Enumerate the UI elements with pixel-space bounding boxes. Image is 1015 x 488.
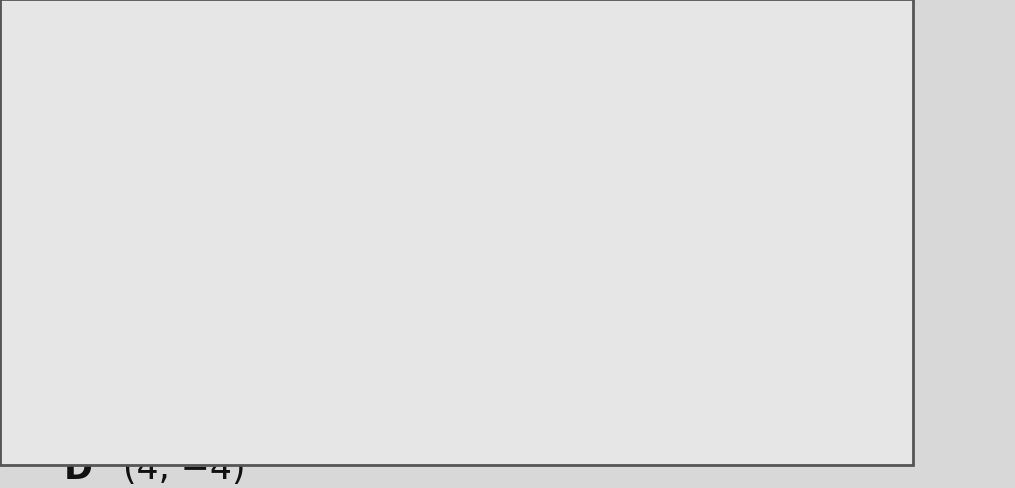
Text: C: C bbox=[64, 391, 89, 425]
Text: (−4, 4): (−4, 4) bbox=[123, 335, 246, 369]
Text: A: A bbox=[64, 275, 90, 308]
Text: D: D bbox=[64, 451, 93, 485]
Text: (0, −6): (0, −6) bbox=[123, 275, 246, 308]
Text: (4, −4): (4, −4) bbox=[123, 451, 246, 485]
Text: 3.  The two lines graphed on the coordinate grid each: 3. The two lines graphed on the coordina… bbox=[20, 33, 880, 63]
Text: a solution to both equations? (8.9A, SS, RC2): a solution to both equations? (8.9A, SS,… bbox=[20, 209, 738, 241]
Text: B: B bbox=[64, 335, 90, 369]
Text: represent an equation.  Which ordered pair represents: represent an equation. Which ordered pai… bbox=[20, 125, 892, 157]
Text: (5, 0): (5, 0) bbox=[123, 391, 216, 425]
FancyBboxPatch shape bbox=[0, 0, 912, 466]
